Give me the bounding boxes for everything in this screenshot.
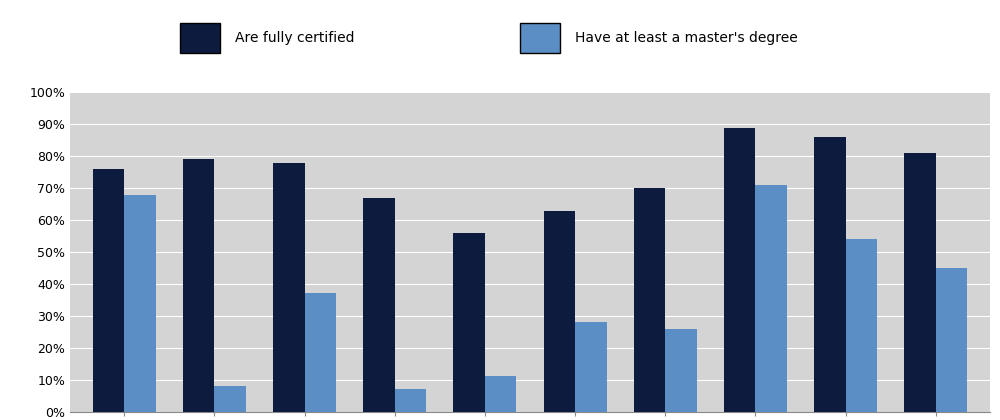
FancyBboxPatch shape: [180, 23, 220, 53]
Bar: [846, 239, 877, 412]
Bar: [814, 137, 846, 412]
Bar: [724, 128, 755, 412]
Bar: [755, 185, 787, 412]
Bar: [183, 160, 214, 412]
Bar: [273, 163, 305, 412]
Bar: [214, 386, 246, 412]
Bar: [305, 294, 336, 412]
Bar: [904, 153, 936, 412]
Bar: [363, 198, 395, 412]
Bar: [453, 233, 485, 412]
Bar: [575, 322, 607, 412]
Bar: [544, 210, 575, 412]
Bar: [665, 328, 697, 412]
Bar: [93, 169, 124, 412]
Bar: [936, 268, 967, 412]
Text: Are fully certified: Are fully certified: [235, 31, 354, 45]
Bar: [634, 188, 665, 412]
Bar: [485, 376, 516, 412]
Bar: [124, 194, 156, 412]
Bar: [395, 389, 426, 412]
FancyBboxPatch shape: [520, 23, 560, 53]
Text: Have at least a master's degree: Have at least a master's degree: [575, 31, 798, 45]
